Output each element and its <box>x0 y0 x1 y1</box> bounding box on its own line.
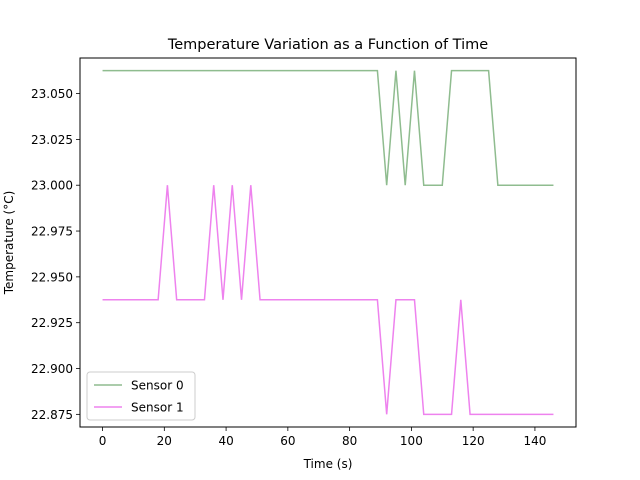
x-tick-label: 60 <box>280 434 295 448</box>
y-tick-label: 22.900 <box>31 362 73 376</box>
y-tick-label: 22.925 <box>31 316 73 330</box>
legend-label-1: Sensor 1 <box>131 401 184 415</box>
y-tick-label: 23.000 <box>31 179 73 193</box>
x-tick-label: 20 <box>157 434 172 448</box>
legend-label-0: Sensor 0 <box>131 379 184 393</box>
y-tick-label: 22.975 <box>31 225 73 239</box>
chart-title: Temperature Variation as a Function of T… <box>167 37 488 53</box>
series-line-0 <box>102 69 554 186</box>
x-tick-label: 80 <box>342 434 357 448</box>
x-tick-label: 120 <box>462 434 485 448</box>
y-tick-label: 22.950 <box>31 270 73 284</box>
legend: Sensor 0 Sensor 1 <box>86 371 196 421</box>
x-tick-label: 40 <box>218 434 233 448</box>
y-tick-label: 23.050 <box>31 87 73 101</box>
x-tick-label: 0 <box>99 434 107 448</box>
series-line-1 <box>102 185 554 416</box>
x-tick-label: 140 <box>523 434 546 448</box>
legend-box <box>86 371 196 421</box>
y-tick-label: 22.875 <box>31 408 73 422</box>
x-axis: 0 20 40 60 80 100 120 140 <box>99 427 546 448</box>
x-axis-label: Time (s) <box>303 457 353 471</box>
y-axis: 22.875 22.900 22.925 22.950 22.975 23.000 23.0… <box>31 87 80 422</box>
plot-frame <box>79 57 577 428</box>
y-tick-label: 23.025 <box>31 133 73 147</box>
series-layer <box>102 69 554 416</box>
y-axis-label: Temperature (°C) <box>2 191 16 296</box>
x-tick-label: 100 <box>400 434 423 448</box>
